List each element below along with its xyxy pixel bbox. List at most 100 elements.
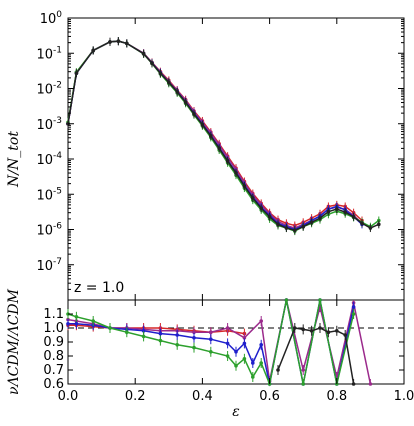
bottom-data-point — [326, 330, 331, 335]
bottom-data-point — [293, 326, 297, 330]
top-data-point — [318, 216, 322, 220]
bottom-data-point — [209, 337, 213, 342]
top-data-point — [267, 214, 272, 219]
bottom-data-point — [259, 319, 264, 323]
top-data-point — [335, 207, 339, 211]
bottom-data-point — [225, 341, 230, 346]
x-tick-label: 0.6 — [259, 389, 280, 404]
top-data-point — [158, 71, 163, 76]
bottom-data-point — [351, 382, 356, 386]
top-data-point — [175, 90, 179, 94]
bottom-data-point — [301, 368, 306, 372]
bottom-data-point — [175, 343, 179, 347]
top-y-axis-title: N/N_tot — [6, 131, 22, 188]
bottom-data-point — [234, 364, 238, 368]
top-data-point — [251, 196, 255, 200]
top-y-tick-label: 10-2 — [36, 81, 62, 98]
bottom-data-point — [141, 334, 146, 339]
bottom-data-point — [209, 350, 213, 354]
top-series-line-1 — [67, 40, 363, 229]
bottom-data-point — [125, 330, 129, 335]
bottom-data-point — [91, 319, 95, 323]
bottom-data-point — [242, 357, 247, 361]
bottom-data-point — [234, 350, 238, 354]
bottom-data-point — [301, 327, 306, 332]
tick-base: 10 — [36, 47, 53, 62]
bottom-y-tick-label: 0.9 — [43, 335, 64, 350]
top-data-point — [242, 184, 247, 188]
top-x-axis-ticks — [67, 18, 405, 300]
top-data-point — [200, 122, 205, 127]
top-y-tick-label: 10-6 — [36, 222, 62, 239]
top-data-point — [141, 51, 146, 56]
bottom-data-point — [192, 345, 196, 350]
tick-base: 10 — [36, 224, 53, 239]
top-data-point — [91, 48, 95, 53]
bottom-data-point — [242, 336, 247, 340]
top-data-point — [234, 171, 238, 175]
bottom-data-point — [209, 330, 213, 335]
bottom-data-point — [368, 382, 373, 386]
bottom-data-point — [74, 315, 79, 319]
top-data-point — [309, 220, 314, 225]
bottom-data-point — [318, 298, 322, 302]
top-data-point — [259, 206, 264, 211]
bottom-data-point — [259, 361, 264, 365]
bottom-y-tick-label: 0.8 — [43, 349, 64, 364]
bottom-data-point — [158, 338, 163, 343]
bottom-data-point — [259, 343, 264, 347]
top-data-point — [293, 228, 297, 233]
tick-exponent: -4 — [53, 151, 62, 161]
bottom-data-point — [225, 354, 230, 358]
tick-base: 10 — [40, 12, 57, 27]
top-series-line-4 — [67, 40, 380, 232]
x-tick-label: 0.0 — [58, 389, 79, 404]
top-data-point — [150, 61, 154, 66]
top-data-point — [183, 100, 188, 104]
bottom-data-point — [175, 333, 179, 337]
bottom-y-axis-title: νΛCDM/ΛCDM — [6, 288, 22, 395]
tick-base: 10 — [36, 153, 53, 168]
bottom-data-point — [242, 341, 247, 346]
top-data-point — [167, 80, 171, 85]
top-y-axis-title-main: N/N_tot — [6, 131, 22, 188]
bottom-series-group — [66, 298, 373, 387]
top-y-tick-label: 10-3 — [36, 116, 62, 133]
bottom-x-axis: 0.0 0.2 0.4 0.6 0.8 1.0 — [58, 300, 414, 404]
bottom-panel: 0.60.70.80.91.01.1 0.0 0.2 0.4 0.6 0.8 1.0 νΛ… — [6, 288, 414, 420]
tick-base: 10 — [36, 118, 53, 133]
bottom-data-point — [158, 331, 163, 336]
bottom-data-point — [318, 326, 322, 330]
bottom-data-point — [276, 368, 280, 372]
top-plot-frame — [67, 17, 405, 301]
bottom-data-point — [335, 329, 339, 333]
bottom-y-tick-label: 0.7 — [43, 363, 64, 378]
top-y-tick-label: 100 — [40, 10, 63, 27]
top-data-point — [343, 210, 348, 214]
top-data-point — [217, 146, 221, 151]
top-data-point — [276, 222, 280, 227]
tick-base: 10 — [36, 83, 53, 98]
top-data-point — [377, 222, 381, 227]
bottom-data-point — [351, 305, 356, 309]
top-data-point — [192, 112, 196, 116]
top-data-point — [360, 221, 364, 226]
top-y-tick-label: 10-4 — [36, 151, 62, 168]
tick-base: 10 — [36, 259, 53, 274]
top-data-point — [284, 226, 289, 230]
top-data-point — [209, 134, 213, 138]
tick-exponent: -5 — [53, 186, 62, 196]
tick-exponent: -6 — [53, 222, 62, 232]
top-series-line-2 — [67, 40, 363, 231]
top-data-point — [108, 40, 112, 44]
bottom-data-point — [141, 329, 146, 333]
redshift-annotation: z = 1.0 — [74, 280, 124, 296]
x-tick-label: 0.8 — [326, 389, 347, 404]
bottom-data-point — [251, 361, 255, 365]
x-tick-label: 1.0 — [394, 389, 414, 404]
top-series-line-0 — [67, 40, 363, 227]
bottom-data-point — [225, 326, 230, 330]
bottom-data-point — [251, 375, 255, 379]
